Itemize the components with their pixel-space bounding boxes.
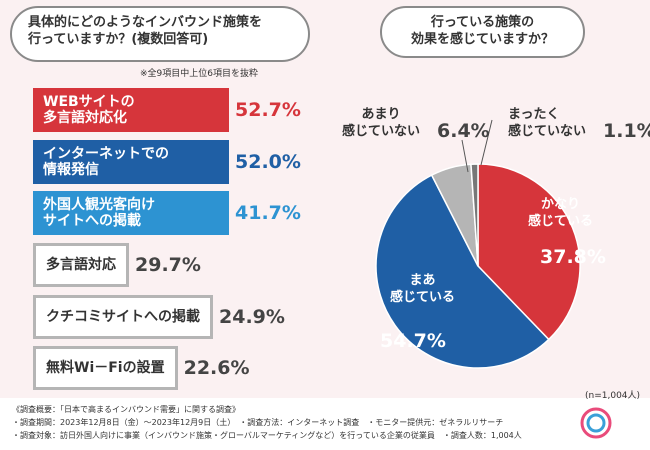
bar-title-line: 具体的にどのようなインバウンド施策を [28, 15, 263, 30]
bar-title-line: 行っていますか？(複数回答可) [28, 32, 209, 47]
pie-value-label: 1.1% [603, 120, 650, 142]
logo [580, 407, 612, 439]
bar-row: 無料Wi－Fiの設置 22.6% [33, 346, 250, 390]
bar-title: 具体的にどのようなインバウンド施策を 行っていますか？(複数回答可) [10, 6, 310, 62]
bar: クチコミサイトへの掲載 [33, 295, 213, 339]
footer-line: ・調査対象：訪日外国人向けに事業（インバウンド施策・グローバルマーケティングなど… [12, 431, 522, 440]
leader-line [480, 119, 493, 166]
value-label: 22.6% [183, 357, 250, 379]
pie-slice [470, 163, 479, 267]
bar: 外国人観光客向け サイトへの掲載 [33, 191, 229, 235]
value-label: 52.7% [235, 99, 301, 121]
bar-label: 無料Wi－Fiの設置 [46, 360, 165, 376]
logo-inner [586, 413, 606, 433]
pie-value-label: 6.4% [437, 120, 490, 142]
bar: 無料Wi－Fiの設置 [33, 346, 178, 390]
pie-value-label: 54.7% [380, 330, 446, 352]
pie-value-label: 37.8% [540, 246, 606, 268]
bar: 多言語対応 [33, 243, 129, 287]
footer-background [0, 398, 650, 450]
footer-line: 《調査概要：「日本で高まるインバウンド需要」に関する調査》 [12, 405, 240, 414]
pie [375, 119, 581, 369]
pie-slice [477, 163, 581, 341]
value-label: 41.7% [235, 202, 301, 224]
pie-label: まあ 感じている [390, 273, 456, 305]
bar-label: クチコミサイトへの掲載 [46, 309, 200, 325]
bar: WEBサイトの 多言語対応化 [33, 88, 229, 132]
bar-label: インターネットでの 情報発信 [43, 146, 169, 178]
bar-label: 多言語対応 [46, 257, 116, 273]
pie-label: まったく 感じていない [508, 107, 587, 139]
pie-title-line: 効果を感じていますか？ [410, 32, 554, 47]
leader-line [461, 139, 469, 173]
pie-note: (n=1,004人) [585, 391, 641, 401]
pie-slice [375, 174, 550, 369]
bar-note: ※全9項目中上位6項目を抜粋 [140, 69, 258, 79]
bar-row: 外国人観光客向け サイトへの掲載 41.7% [33, 191, 301, 235]
bar-row: クチコミサイトへの掲載 24.9% [33, 295, 285, 339]
pie-title: 行っている施策の 効果を感じていますか？ [380, 6, 585, 58]
value-label: 52.0% [235, 151, 301, 173]
value-label: 29.7% [135, 254, 201, 276]
pie-title-line: 行っている施策の [430, 15, 535, 30]
value-label: 24.9% [219, 306, 285, 328]
bar-label: WEBサイトの 多言語対応化 [43, 94, 135, 126]
bar-row: インターネットでの 情報発信 52.0% [33, 140, 301, 184]
footer-line: ・調査期間：2023年12月8日（金）～2023年12月9日（土） ・調査方法：… [12, 418, 504, 427]
bar-label: 外国人観光客向け サイトへの掲載 [43, 197, 155, 229]
pie-label: あまり 感じていない [342, 107, 421, 139]
bar: インターネットでの 情報発信 [33, 140, 229, 184]
pie-label: かなり 感じている [528, 197, 594, 229]
bar-row: WEBサイトの 多言語対応化 52.7% [33, 88, 301, 132]
bar-row: 多言語対応 29.7% [33, 243, 201, 287]
